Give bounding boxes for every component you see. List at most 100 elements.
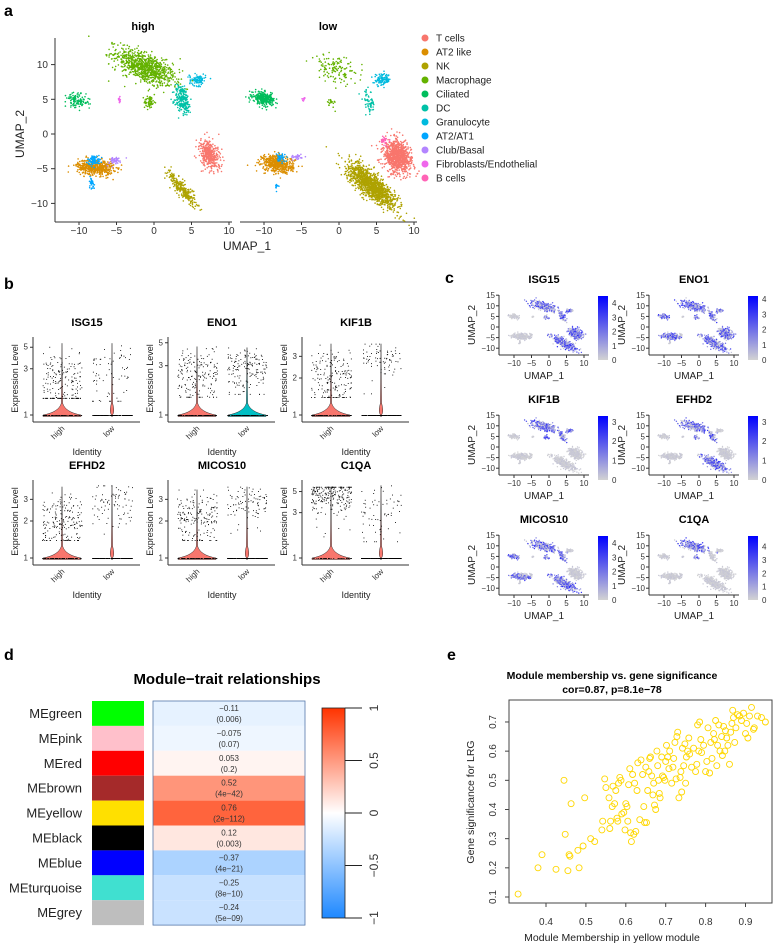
cell-point — [140, 79, 142, 81]
cell-point — [93, 187, 95, 189]
cell-point — [80, 102, 82, 104]
cell-point — [365, 106, 367, 108]
cell-point — [97, 160, 100, 162]
cell-point — [301, 165, 303, 168]
cell-point — [109, 173, 112, 175]
cell-point — [186, 107, 189, 110]
cell-point — [194, 205, 197, 207]
cell-point — [189, 191, 191, 194]
cell-point — [353, 71, 356, 74]
cell-point — [137, 73, 139, 75]
cell-point — [129, 50, 132, 53]
cell-point — [290, 165, 293, 168]
cell-point — [83, 166, 86, 168]
cell-point — [193, 198, 196, 201]
cell-point — [285, 171, 288, 174]
cell-point — [200, 152, 202, 155]
cell-point — [125, 48, 127, 50]
cell-point — [410, 152, 413, 154]
cell-point — [153, 64, 156, 66]
cell-point — [173, 179, 176, 182]
cell-point — [167, 68, 170, 70]
cell-point — [264, 101, 267, 103]
cell-point — [140, 60, 142, 63]
cell-point — [392, 149, 395, 151]
cell-point — [413, 165, 415, 168]
cell-point — [195, 145, 197, 148]
cell-point — [397, 150, 400, 153]
cell-point — [180, 183, 183, 186]
cell-point — [137, 74, 140, 77]
cell-point — [147, 102, 150, 104]
cell-point — [367, 86, 369, 89]
cell-point — [123, 44, 126, 46]
cell-point — [155, 81, 157, 83]
cell-point — [108, 48, 110, 51]
cell-point — [416, 172, 419, 175]
cell-point — [182, 189, 184, 192]
cell-point — [160, 65, 162, 67]
cell-point — [192, 78, 195, 81]
cell-point — [186, 109, 189, 112]
cell-point — [172, 177, 175, 179]
cell-point — [396, 136, 399, 139]
cell-point — [365, 88, 368, 91]
cell-point — [95, 168, 98, 170]
cell-point — [112, 164, 115, 166]
cell-point — [393, 177, 396, 179]
cell-point — [339, 60, 342, 63]
cell-point — [205, 149, 208, 151]
cell-point — [407, 160, 409, 163]
cell-point — [267, 158, 270, 160]
cell-point — [178, 107, 181, 110]
cell-point — [144, 69, 147, 72]
cell-point — [396, 171, 398, 174]
cell-point — [249, 99, 251, 101]
cell-point — [263, 162, 265, 165]
cell-point — [128, 50, 130, 53]
cell-point — [112, 46, 114, 48]
cell-point — [159, 61, 161, 64]
cell-point — [323, 74, 325, 77]
cell-point — [86, 167, 88, 170]
cell-point — [175, 183, 178, 186]
cell-point — [89, 185, 91, 187]
cell-point — [288, 165, 291, 167]
cell-point — [216, 162, 218, 164]
cell-point — [131, 52, 134, 54]
cell-point — [384, 81, 386, 83]
cell-point — [180, 100, 182, 103]
cell-point — [78, 103, 80, 105]
cell-point — [333, 100, 336, 103]
cell-point — [213, 159, 215, 161]
cell-point — [79, 99, 82, 101]
cell-point — [349, 65, 352, 68]
cell-point — [72, 94, 74, 97]
cell-point — [159, 81, 162, 84]
cell-point — [176, 101, 178, 104]
cell-point — [402, 172, 405, 175]
cell-point — [378, 79, 381, 81]
cell-point — [139, 67, 142, 69]
cell-point — [110, 53, 113, 55]
cell-point — [246, 164, 249, 166]
cell-point — [126, 61, 129, 64]
cell-point — [76, 95, 79, 98]
cell-point — [170, 78, 173, 80]
cell-point — [82, 171, 85, 173]
cell-point — [142, 61, 145, 64]
cell-point — [148, 68, 151, 70]
cell-point — [332, 106, 335, 108]
cell-point — [296, 171, 298, 173]
cell-point — [171, 180, 174, 183]
cell-point — [148, 60, 150, 63]
cell-point — [325, 64, 327, 67]
cell-point — [112, 169, 115, 172]
cell-point — [273, 150, 276, 153]
cell-point — [339, 77, 341, 80]
cell-point — [187, 106, 190, 108]
cell-point — [152, 69, 154, 72]
cell-point — [177, 80, 179, 83]
cell-point — [160, 57, 163, 59]
